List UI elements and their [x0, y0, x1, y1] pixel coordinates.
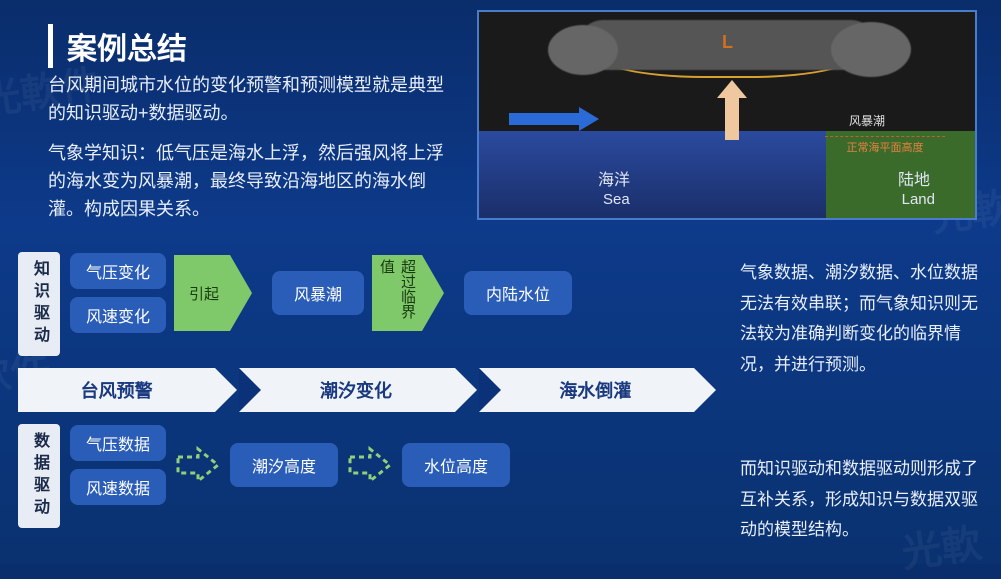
- flow-diagram: 知识驱动 气压变化 风速变化 引起 风暴潮 超过临界值 内陆水位 台风预警 潮汐…: [18, 252, 718, 540]
- right-paragraph-1: 气象数据、潮汐数据、水位数据无法有效串联；而气象知识则无法较为准确判断变化的临界…: [740, 258, 980, 380]
- land-label-cn: 陆地: [898, 166, 930, 190]
- title-bar: 案例总结: [48, 24, 187, 68]
- wind-arrow: [509, 107, 599, 131]
- inland-level-pill: 内陆水位: [464, 271, 572, 315]
- threshold-arrow: 超过临界值: [372, 255, 422, 331]
- dash-arrow-1: [174, 445, 222, 485]
- knowledge-label: 知识驱动: [18, 252, 60, 356]
- knowledge-inputs: 气压变化 风速变化: [70, 253, 166, 333]
- chevron-typhoon: 台风预警: [18, 368, 215, 412]
- wind-data-pill: 风速数据: [70, 469, 166, 505]
- threshold-arrow-label: 超过临界值: [376, 259, 418, 327]
- chevron-tide: 潮汐变化: [239, 368, 454, 412]
- sea-label-en: Sea: [603, 191, 630, 208]
- page-title: 案例总结: [67, 24, 187, 68]
- right-paragraph-2: 而知识驱动和数据驱动则形成了互补关系，形成知识与数据双驱动的模型结构。: [740, 454, 980, 546]
- data-inputs: 气压数据 风速数据: [70, 425, 166, 505]
- cause-arrow: 引起: [174, 255, 230, 331]
- data-label: 数据驱动: [18, 424, 60, 528]
- data-row: 数据驱动 气压数据 风速数据 潮汐高度 水位高度: [18, 424, 718, 528]
- surge-label: 风暴潮: [849, 112, 885, 129]
- sea-label-cn: 海洋: [598, 166, 630, 190]
- storm-diagram: L 风暴潮 正常海平面高度 海洋 Sea 陆地 Land: [477, 10, 977, 220]
- knowledge-row: 知识驱动 气压变化 风速变化 引起 风暴潮 超过临界值 内陆水位: [18, 252, 718, 356]
- pressure-data-pill: 气压数据: [70, 425, 166, 461]
- intro-paragraph-2: 气象学知识：低气压是海水上浮，然后强风将上浮的海水变为风暴潮，最终导致沿海地区的…: [48, 140, 458, 224]
- sea-region: [479, 131, 826, 218]
- land-label-en: Land: [902, 191, 935, 208]
- wind-change-pill: 风速变化: [70, 297, 166, 333]
- pressure-change-pill: 气压变化: [70, 253, 166, 289]
- low-pressure-label: L: [722, 32, 733, 53]
- dash-arrow-2: [346, 445, 394, 485]
- sealevel-label: 正常海平面高度: [825, 136, 945, 155]
- cause-arrow-label: 引起: [189, 283, 219, 304]
- water-level-pill: 水位高度: [402, 443, 510, 487]
- storm-surge-pill: 风暴潮: [272, 271, 364, 315]
- uplift-arrow: [717, 80, 747, 140]
- intro-paragraph-1: 台风期间城市水位的变化预警和预测模型就是典型的知识驱动+数据驱动。: [48, 72, 458, 128]
- chevron-flood: 海水倒灌: [479, 368, 694, 412]
- stage-chevrons: 台风预警 潮汐变化 海水倒灌: [18, 368, 718, 412]
- tide-height-pill: 潮汐高度: [230, 443, 338, 487]
